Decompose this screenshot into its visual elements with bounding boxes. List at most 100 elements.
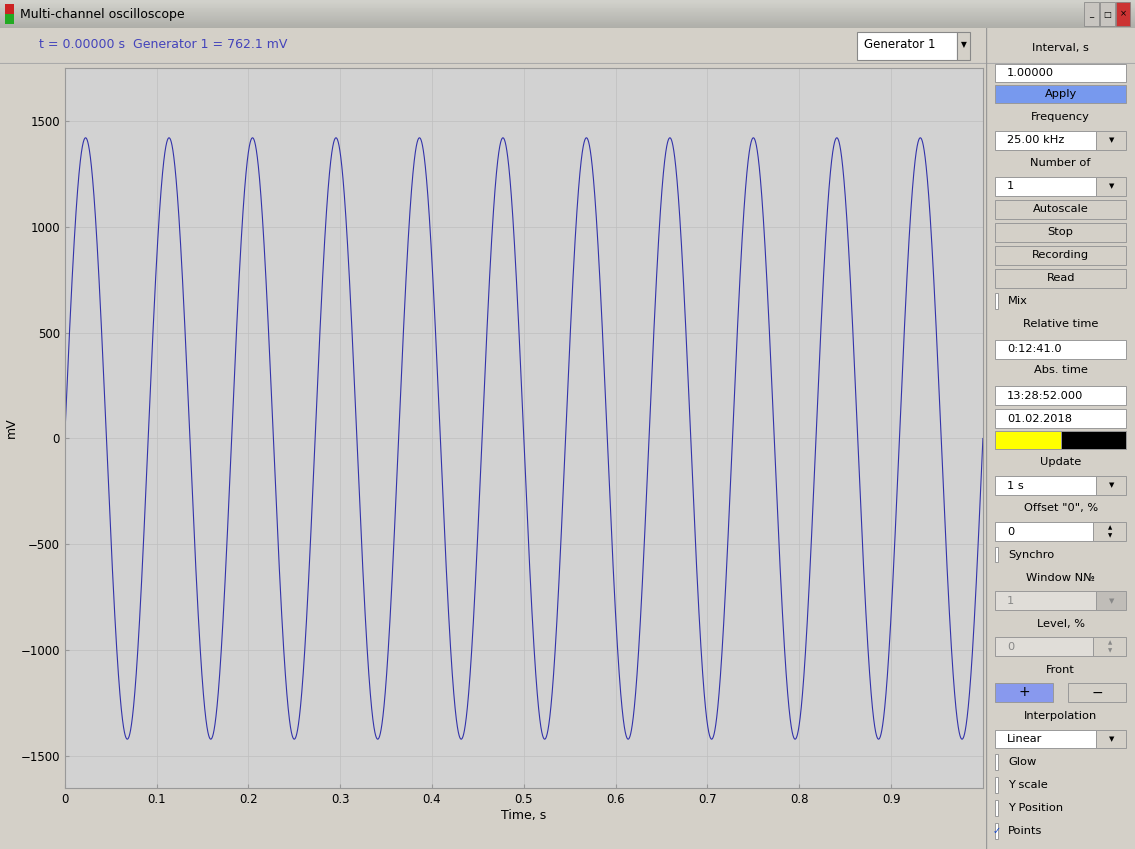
Text: Recording: Recording	[1032, 250, 1090, 261]
Bar	[957, 31, 970, 60]
Bar	[0, 27, 1135, 28]
Bar	[995, 293, 998, 309]
Text: 0: 0	[1007, 642, 1015, 652]
Bar	[995, 638, 1093, 656]
Bar	[0, 10, 1135, 11]
Bar	[0, 13, 1135, 14]
Bar	[1093, 522, 1126, 541]
Text: 01.02.2018: 01.02.2018	[1007, 413, 1073, 424]
Text: −: −	[1091, 685, 1103, 700]
Bar	[995, 409, 1126, 428]
Text: 1.00000: 1.00000	[1007, 68, 1054, 78]
Text: +: +	[1018, 685, 1031, 700]
Text: Level, %: Level, %	[1036, 619, 1085, 628]
Text: Y Position: Y Position	[1008, 803, 1063, 812]
Bar	[995, 476, 1096, 495]
Text: Interval, s: Interval, s	[1032, 42, 1090, 53]
Bar	[995, 823, 998, 839]
Bar	[1096, 131, 1126, 149]
Bar	[0, 18, 1135, 19]
Bar	[0, 15, 1135, 16]
Text: ▼: ▼	[1109, 598, 1113, 604]
Text: Interpolation: Interpolation	[1024, 711, 1098, 721]
Bar	[0, 8, 1135, 9]
Text: ▼: ▼	[1108, 649, 1112, 654]
Bar	[0, 22, 1135, 24]
Bar	[0, 17, 1135, 18]
Bar	[0, 0, 1135, 1]
Text: 0:12:41.0: 0:12:41.0	[1007, 345, 1061, 355]
Text: Number of: Number of	[1031, 158, 1091, 168]
Bar	[0, 24, 1135, 25]
Text: t = 0.00000 s  Generator 1 = 762.1 mV: t = 0.00000 s Generator 1 = 762.1 mV	[39, 37, 287, 51]
Bar	[995, 177, 1096, 195]
Text: Stop: Stop	[1048, 228, 1074, 237]
Text: Mix: Mix	[1008, 296, 1028, 306]
Text: Frequency: Frequency	[1032, 112, 1090, 122]
Bar	[995, 729, 1096, 749]
Text: Abs. time: Abs. time	[1034, 365, 1087, 375]
Text: Glow: Glow	[1008, 756, 1036, 767]
Bar	[0, 11, 1135, 12]
Bar	[0, 1, 1135, 2]
Text: □: □	[1103, 9, 1111, 19]
Bar	[1096, 592, 1126, 610]
Text: ▼: ▼	[1109, 736, 1113, 742]
Bar	[995, 64, 1126, 82]
Bar	[0, 14, 1135, 15]
Bar	[0, 19, 1135, 20]
Text: ▼: ▼	[1108, 533, 1112, 538]
Bar	[995, 777, 998, 793]
Text: Generator 1: Generator 1	[864, 37, 935, 51]
Text: Apply: Apply	[1044, 89, 1077, 99]
Bar	[0, 20, 1135, 21]
Bar	[1093, 638, 1126, 656]
Bar	[857, 31, 957, 60]
Bar	[5, 14, 14, 24]
Bar	[0, 16, 1135, 17]
Bar	[0, 7, 1135, 8]
Text: ×: ×	[1119, 9, 1127, 19]
Bar	[0, 25, 1135, 26]
Bar	[995, 683, 1053, 702]
Bar	[0, 5, 1135, 6]
Text: 1: 1	[1007, 596, 1015, 606]
Text: 25.00 kHz: 25.00 kHz	[1007, 135, 1065, 145]
Bar	[0, 3, 1135, 5]
Bar	[995, 547, 998, 562]
Text: ▲: ▲	[1108, 525, 1112, 530]
Bar	[1096, 177, 1126, 195]
Bar	[5, 4, 14, 24]
Bar	[995, 246, 1126, 265]
Bar	[995, 340, 1126, 359]
Text: Update: Update	[1040, 458, 1082, 467]
Text: ▼: ▼	[1109, 137, 1113, 143]
Text: 1 s: 1 s	[1007, 481, 1024, 491]
Text: Front: Front	[1046, 665, 1075, 675]
Text: Points: Points	[1008, 826, 1042, 836]
Text: Y scale: Y scale	[1008, 780, 1048, 790]
Bar	[0, 26, 1135, 27]
Bar	[0, 12, 1135, 13]
Text: Synchro: Synchro	[1008, 549, 1054, 559]
Bar	[0, 2, 1135, 3]
X-axis label: Time, s: Time, s	[502, 808, 546, 822]
Text: ✓: ✓	[992, 826, 1001, 836]
Text: Relative time: Relative time	[1023, 319, 1099, 329]
Text: Autoscale: Autoscale	[1033, 205, 1088, 214]
Text: ▲: ▲	[1108, 640, 1112, 645]
Bar	[995, 800, 998, 816]
Text: Multi-channel oscilloscope: Multi-channel oscilloscope	[20, 8, 185, 20]
Bar	[995, 131, 1096, 149]
Text: ▼: ▼	[1109, 183, 1113, 189]
Bar	[995, 754, 998, 770]
Bar	[1084, 2, 1099, 26]
Text: Window N№: Window N№	[1026, 572, 1095, 582]
Bar	[995, 200, 1126, 219]
Text: Read: Read	[1046, 273, 1075, 284]
Bar	[995, 592, 1096, 610]
Text: Linear: Linear	[1007, 734, 1043, 744]
Text: 0: 0	[1007, 526, 1015, 537]
Text: 1: 1	[1007, 181, 1015, 191]
Bar	[995, 85, 1126, 104]
